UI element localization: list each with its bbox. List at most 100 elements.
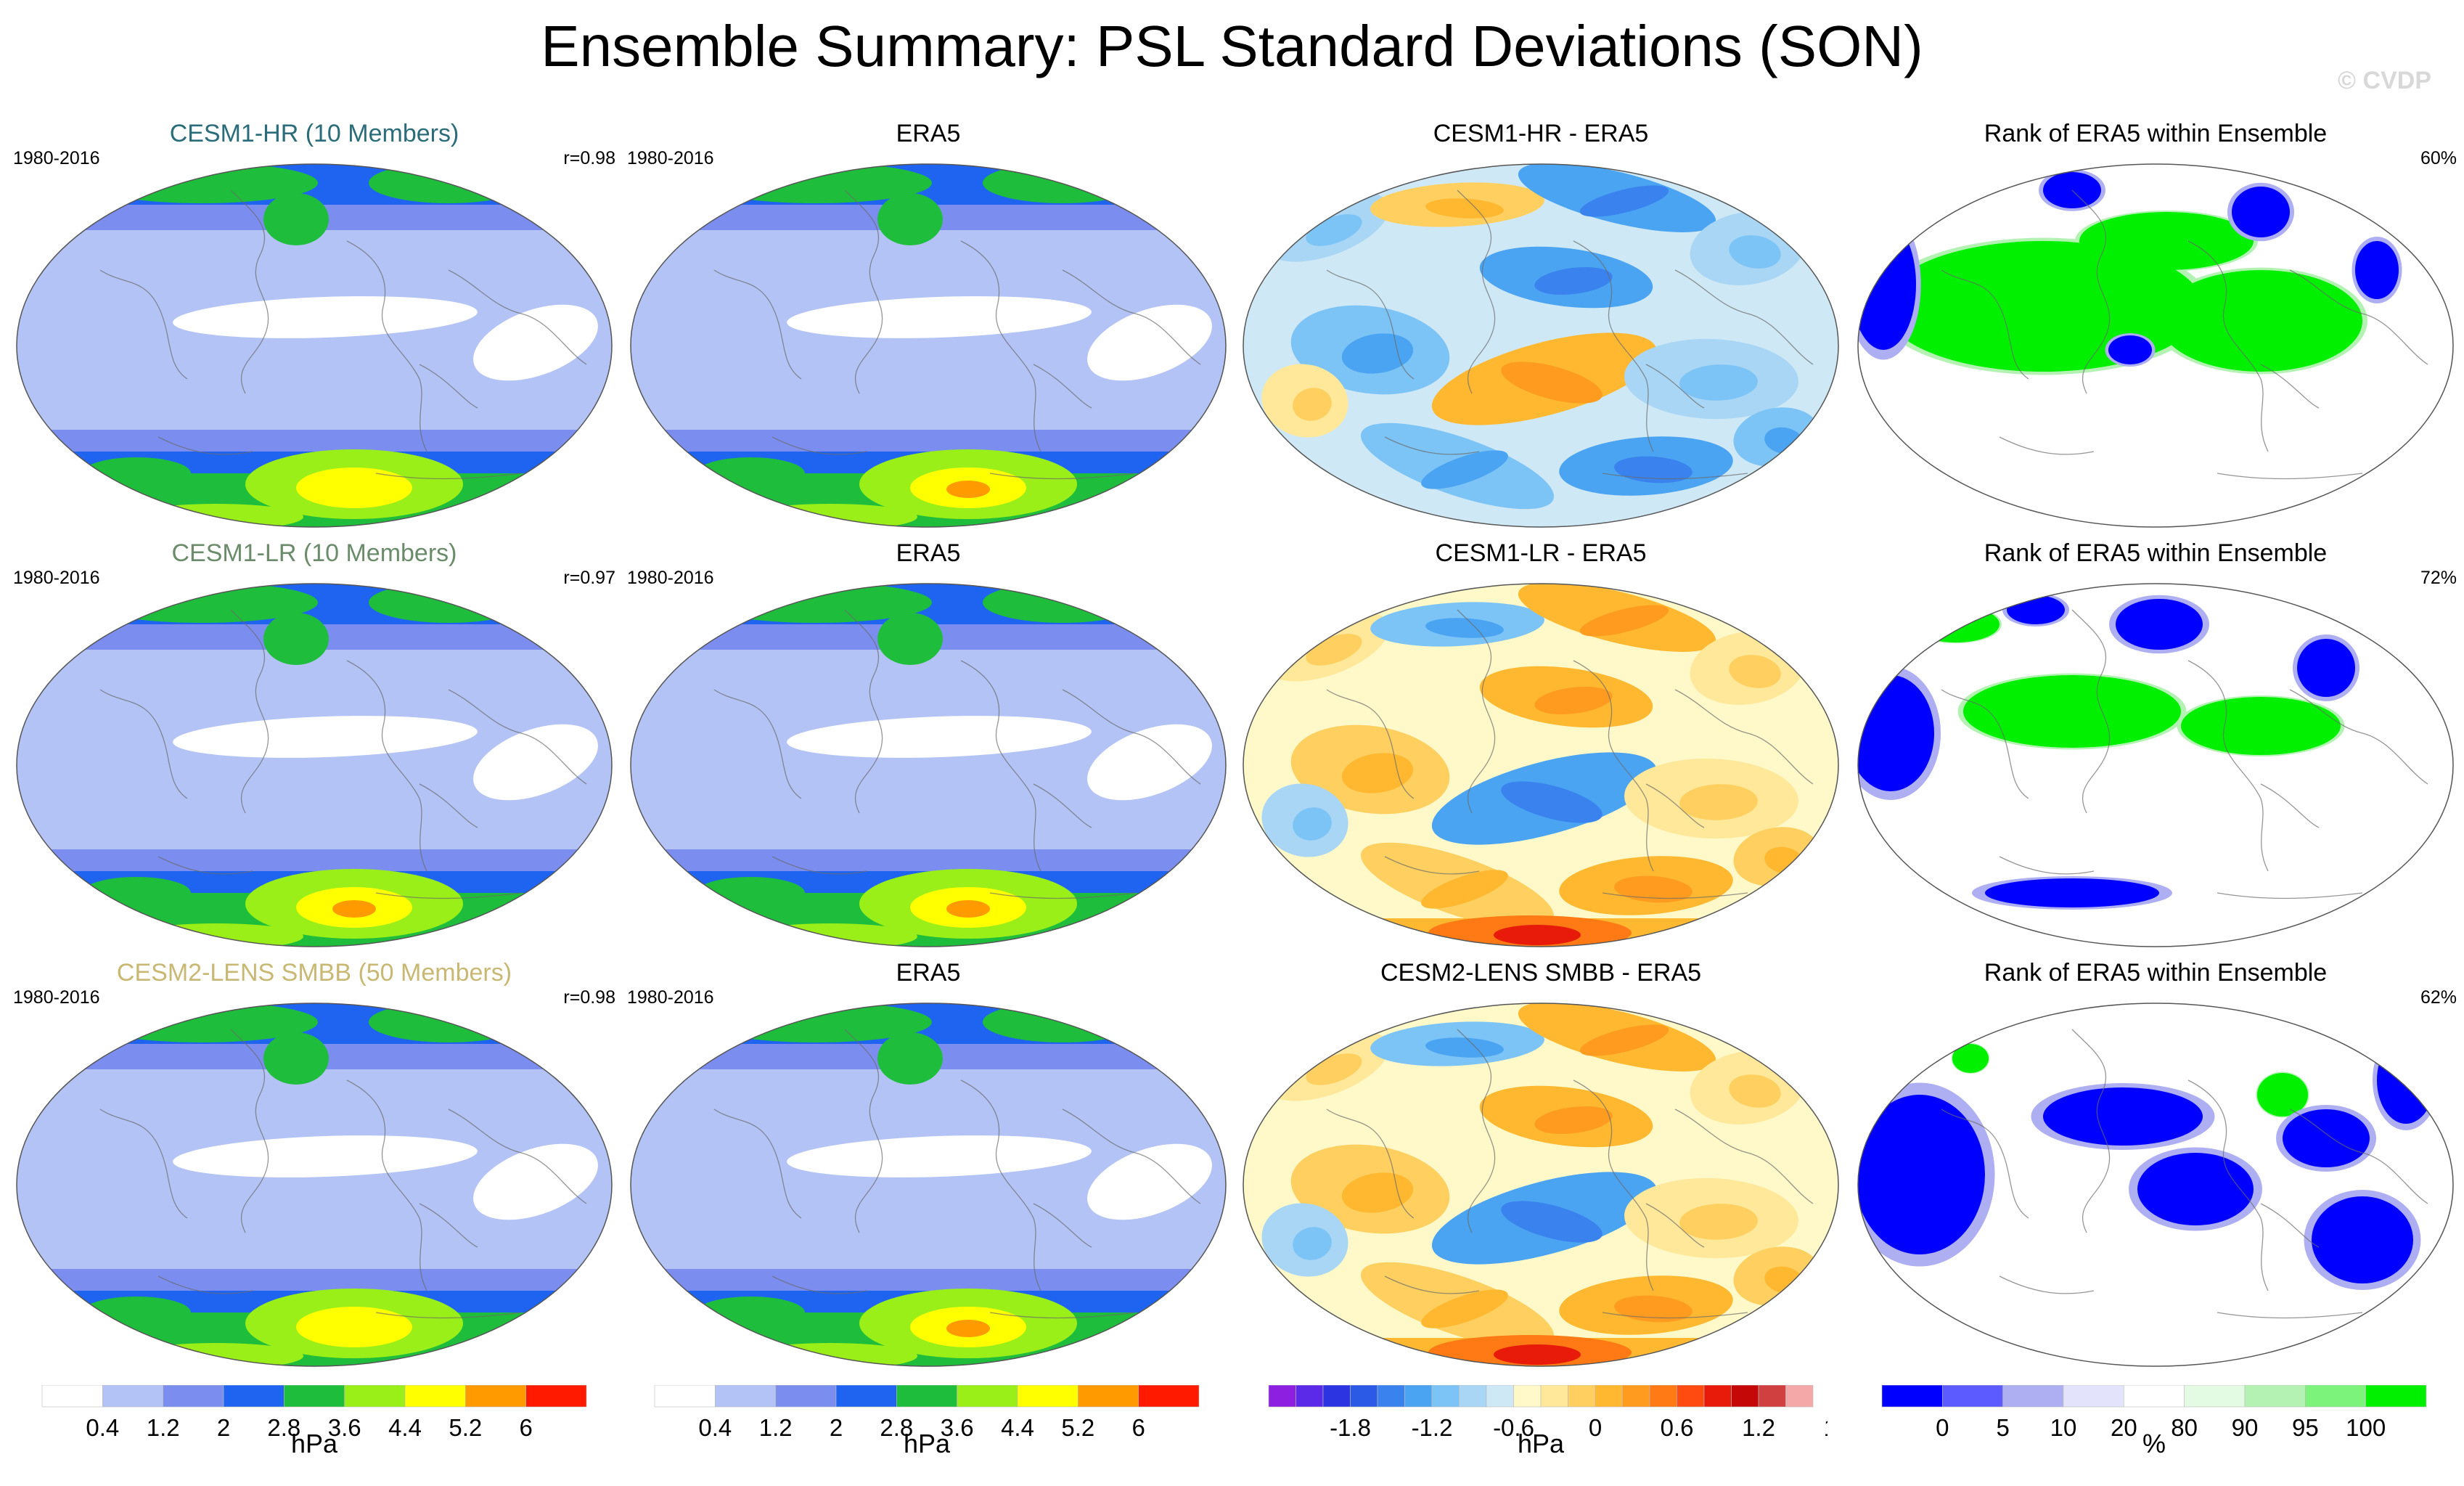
coastline [2289,269,2428,365]
coastline [1645,1203,1705,1248]
north-aleutian-max [877,193,943,245]
tropical-minimum [787,296,1092,338]
coastline [448,269,587,365]
colorbar-tick-label: 0.4 [698,1414,732,1441]
rank-top-region [1912,606,2000,642]
colorbar-swatch [2124,1385,2185,1408]
period-label: 1980-2016 [627,987,714,1008]
south-peak [296,468,412,508]
anomaly-core [1293,807,1332,841]
panel-r1-c3: CESM1-HR - ERA5 [1240,118,1842,528]
colorbar-tick-label: 6 [1131,1414,1145,1441]
panel-title: Rank of ERA5 within Ensemble [1984,120,2328,147]
coastline [346,660,427,872]
north-aleutian-max [263,1032,329,1085]
map-border [16,583,613,947]
coastline [2217,473,2363,480]
anomaly-core [1421,1289,1508,1328]
global-map [16,163,613,528]
coastline [2071,609,2111,814]
panel-title: CESM1-LR (10 Members) [171,539,457,567]
coastline [1326,1109,1415,1219]
map-border [1857,163,2454,528]
coastline [99,689,188,799]
south-max-west [82,877,191,909]
panel-r2-c3: CESM1-LR - ERA5 [1240,537,1842,947]
tropical-minimum [173,296,478,338]
map-border [1243,583,1839,947]
anomaly-core [1293,388,1332,421]
period-label: 1980-2016 [13,148,100,168]
coastline [1384,1275,1480,1294]
north-atlantic-max [983,584,1142,623]
map-border [1243,163,1839,528]
panel-r3-c3: CESM2-LENS SMBB - ERA5 [1240,957,1842,1367]
colorbar-tick-label: -0.6 [1493,1414,1534,1441]
panel-title: CESM1-HR - ERA5 [1433,120,1649,147]
rank-bottom-region [2355,241,2399,299]
colorbar-swatch [2063,1385,2124,1408]
colorbar-tick-label: 6 [519,1414,532,1441]
coastline [2217,1312,2363,1319]
anomaly-core [1421,870,1508,909]
colorbar-tick-label: 80 [2171,1414,2198,1441]
coastline [2187,660,2269,872]
colorbar-swatch [1431,1385,1460,1408]
coastline [1674,1109,1814,1204]
coastline [99,1109,188,1219]
colorbar-swatch [715,1385,776,1408]
colorbar-swatch [1622,1385,1650,1408]
colorbar-tick-label: 20 [2111,1414,2137,1441]
north-atlantic-max [369,1003,528,1042]
coastline [2187,240,2269,452]
colorbar-units: hPa [290,1429,338,1458]
coastline [419,364,478,409]
coastline [1457,189,1496,394]
coastline [1602,1312,1748,1319]
panel-r1-c1: CESM1-HR (10 Members) 1980-2016 r=0.98 [13,118,615,528]
colorbar-units: % [2142,1429,2166,1458]
rank-top-region [1963,675,2181,748]
south-peak-core [946,900,990,918]
anomaly-core [1679,784,1758,820]
anomaly-core [1679,1204,1758,1240]
colorbar-swatch [1758,1385,1786,1408]
rank-bottom-region [2297,639,2355,697]
panel-r1-c2: ERA5 1980-2016 [627,118,1229,528]
north-aleutian-max [877,1032,943,1085]
coastline [1999,436,2095,455]
anomaly-core [1679,364,1758,401]
map-border [16,1003,613,1367]
global-map [1243,1003,1839,1367]
rank-top-region [2181,697,2341,755]
coastline [230,609,269,814]
pattern-correlation: r=0.98 [563,148,615,168]
south-peak-core [332,900,376,918]
coastline [1674,269,1814,365]
coastline [1384,856,1480,875]
coastline [1033,783,1092,828]
panel-r2-c1: CESM1-LR (10 Members) 1980-2016 r=0.97 [13,537,615,947]
coastline [1602,892,1748,899]
colorbar-swatch [2305,1385,2366,1408]
colorbar-tick-label: 5 [1996,1414,2009,1441]
tropical-minimum [173,716,478,758]
colorbar-swatch [41,1385,103,1408]
coastline [230,1029,269,1233]
global-map [1243,583,1839,947]
anomaly-core [1614,1295,1693,1323]
colorbar-tick-label: 2 [217,1414,230,1441]
coastline [2187,1079,2269,1291]
anomaly-core [1421,450,1508,489]
colorbar-swatch [835,1385,897,1408]
global-map [1857,1003,2454,1367]
anomaly-core [1534,686,1613,715]
colorbar-swatch [465,1385,526,1408]
colorbar-swatch [654,1385,716,1408]
colorbar-swatch [404,1385,466,1408]
panel-title: Rank of ERA5 within Ensemble [1984,539,2328,567]
colorbar-swatch [1942,1385,2003,1408]
north-peak [64,584,165,610]
rank-bottom-region [2116,599,2203,650]
coastline [2289,689,2428,785]
